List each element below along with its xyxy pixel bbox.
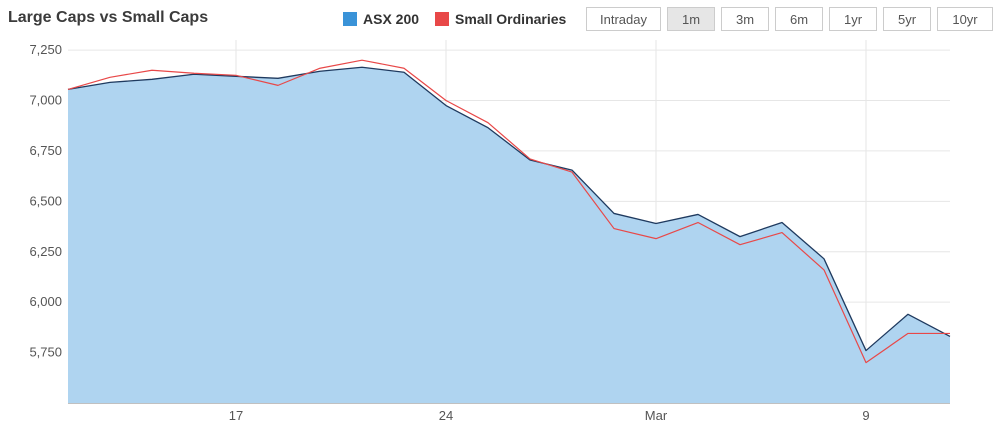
y-axis: 5,750 6,000 6,250 6,500 6,750 7,000 7,250	[29, 42, 62, 360]
asx200-point[interactable]	[821, 256, 827, 262]
y-tick-label: 6,750	[29, 143, 62, 158]
small-ordinaries-point[interactable]	[485, 120, 491, 126]
legend-swatch-small-ordinaries	[435, 12, 450, 26]
y-tick-label: 7,000	[29, 93, 62, 108]
small-ordinaries-point[interactable]	[107, 74, 113, 80]
small-ordinaries-point[interactable]	[779, 230, 785, 236]
y-tick-label: 6,000	[29, 294, 62, 309]
small-ordinaries-point[interactable]	[233, 72, 239, 78]
legend-swatch-asx200	[343, 12, 357, 26]
legend-label-small-ordinaries: Small Ordinaries	[455, 11, 567, 27]
asx200-point[interactable]	[359, 64, 365, 70]
small-ordinaries-point[interactable]	[695, 220, 701, 226]
y-tick-label: 7,250	[29, 42, 62, 57]
legend-item-asx200[interactable]: ASX 200	[343, 11, 419, 27]
x-tick-label: 24	[439, 408, 453, 423]
range-button-3m[interactable]: 3m	[721, 7, 769, 31]
x-tick-label: Mar	[645, 408, 668, 423]
small-ordinaries-point[interactable]	[737, 242, 743, 248]
asx200-point[interactable]	[905, 311, 911, 317]
y-tick-label: 5,750	[29, 345, 62, 360]
range-button-6m[interactable]: 6m	[775, 7, 823, 31]
series-asx200-line	[67, 66, 951, 352]
series-group	[65, 57, 953, 403]
x-axis: 17 24 Mar 9	[68, 403, 950, 423]
small-ordinaries-point[interactable]	[275, 82, 281, 88]
small-ordinaries-point[interactable]	[905, 330, 911, 336]
small-ordinaries-point[interactable]	[359, 57, 365, 63]
asx200-point[interactable]	[779, 220, 785, 226]
asx200-point[interactable]	[653, 221, 659, 227]
series-small-ordinaries-line	[67, 59, 950, 364]
range-button-intraday[interactable]: Intraday	[586, 7, 661, 31]
range-button-5yr[interactable]: 5yr	[883, 7, 931, 31]
small-ordinaries-point[interactable]	[317, 65, 323, 71]
small-ordinaries-point[interactable]	[191, 70, 197, 76]
asx200-point[interactable]	[863, 348, 869, 354]
range-button-1yr[interactable]: 1yr	[829, 7, 877, 31]
small-ordinaries-point[interactable]	[611, 226, 617, 232]
chart-title: Large Caps vs Small Caps	[8, 9, 209, 26]
small-ordinaries-point[interactable]	[527, 156, 533, 162]
asx200-point[interactable]	[611, 210, 617, 216]
range-button-10yr[interactable]: 10yr	[937, 7, 993, 31]
range-button-1m[interactable]: 1m	[667, 7, 715, 31]
asx200-point[interactable]	[737, 234, 743, 240]
small-ordinaries-point[interactable]	[443, 98, 449, 104]
small-ordinaries-point[interactable]	[569, 169, 575, 175]
small-ordinaries-point[interactable]	[65, 86, 71, 92]
legend-item-small-ordinaries[interactable]: Small Ordinaries	[435, 11, 566, 27]
small-ordinaries-point[interactable]	[821, 267, 827, 273]
y-tick-label: 6,250	[29, 244, 62, 259]
x-tick-label: 9	[862, 408, 869, 423]
asx200-point[interactable]	[695, 211, 701, 217]
small-ordinaries-point[interactable]	[149, 67, 155, 73]
y-tick-label: 6,500	[29, 193, 62, 208]
x-tick-label: 17	[229, 408, 243, 423]
asx200-point[interactable]	[149, 76, 155, 82]
legend-label-asx200: ASX 200	[363, 11, 420, 27]
small-ordinaries-point[interactable]	[653, 236, 659, 242]
legend: ASX 200 Small Ordinaries	[343, 11, 566, 27]
range-button-group: Intraday 1m 3m 6m 1yr 5yr 10yr	[586, 7, 993, 31]
small-ordinaries-point[interactable]	[863, 360, 869, 366]
asx200-point[interactable]	[275, 75, 281, 81]
small-ordinaries-point[interactable]	[401, 65, 407, 71]
small-ordinaries-point[interactable]	[947, 330, 953, 336]
series-asx200-area	[68, 67, 950, 403]
